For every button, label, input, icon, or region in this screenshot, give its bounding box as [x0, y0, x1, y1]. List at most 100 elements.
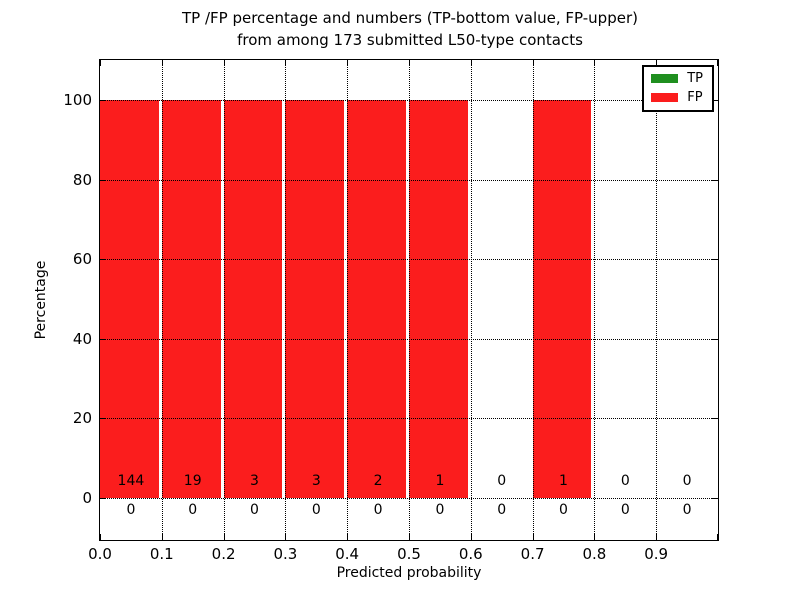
x-tick-mark [409, 534, 410, 540]
fp-bar [409, 100, 468, 498]
fp-count-label: 1 [559, 473, 568, 489]
x-tick-label: 0.7 [520, 545, 545, 563]
x-tick-label: 0.1 [149, 545, 174, 563]
gridline-vertical [594, 60, 596, 540]
fp-count-label: 19 [183, 473, 202, 489]
x-axis-label: Predicted probability [336, 565, 482, 581]
fp-bar [285, 100, 345, 498]
gridline-horizontal [100, 418, 718, 420]
y-tick-mark [100, 498, 106, 499]
fp-bar [161, 100, 221, 498]
y-tick-mark [712, 418, 718, 420]
plot-area: TP FP 144 0 19 0 3 0 3 0 2 0 1 0 0 0 1 0 0 0 0 0 [99, 59, 719, 541]
x-tick-mark [161, 60, 163, 66]
gridline-vertical [223, 60, 225, 540]
gridline-horizontal [100, 338, 718, 340]
fp-count-label: 1 [435, 473, 445, 489]
x-tick-mark [161, 534, 163, 540]
x-tick-label: 0.9 [644, 545, 669, 563]
x-tick-mark [223, 60, 225, 66]
x-tick-mark [409, 60, 410, 66]
legend-item-tp: TP [651, 72, 703, 85]
x-tick-mark [717, 60, 718, 66]
tp-legend-label: TP [687, 71, 703, 86]
gridline-horizontal [100, 100, 718, 101]
y-tick-label: 100 [63, 91, 92, 109]
x-tick-mark [285, 534, 287, 540]
gridline-vertical [347, 60, 349, 540]
tp-count-label: 0 [497, 502, 507, 518]
tp-legend-swatch [651, 74, 679, 83]
x-tick-mark [223, 534, 225, 540]
x-tick-mark [100, 534, 101, 540]
tp-count-label: 0 [559, 502, 568, 518]
y-tick-mark [712, 338, 718, 340]
y-tick-label: 20 [72, 409, 92, 428]
y-tick-mark [100, 259, 106, 261]
fp-count-label: 0 [497, 473, 507, 489]
fp-bar [223, 100, 283, 498]
y-tick-mark [712, 179, 718, 181]
fp-count-label: 3 [250, 473, 259, 489]
x-tick-label: 0.8 [582, 545, 607, 563]
tp-count-label: 0 [311, 502, 321, 518]
x-tick-mark [717, 534, 718, 540]
x-tick-mark [347, 534, 349, 540]
y-axis-label: Percentage [33, 260, 49, 340]
fp-bar [532, 100, 592, 498]
x-tick-mark [470, 60, 472, 66]
gridline-vertical [409, 60, 410, 540]
tp-count-label: 0 [188, 502, 198, 518]
chart-title-line2: from among 173 submitted L50-type contac… [237, 31, 583, 49]
x-tick-label: 0.3 [273, 545, 298, 563]
x-tick-label: 0.0 [88, 545, 112, 563]
y-tick-label: 40 [72, 329, 92, 348]
x-tick-mark [100, 60, 101, 66]
y-tick-mark [712, 259, 718, 261]
y-tick-mark [100, 418, 106, 420]
y-tick-label: 80 [72, 170, 92, 189]
x-tick-label: 0.4 [335, 545, 360, 563]
gridline-vertical [285, 60, 287, 540]
gridline-horizontal [100, 498, 718, 499]
gridline-vertical [656, 60, 658, 540]
fp-bar [347, 100, 406, 498]
y-tick-mark [100, 100, 106, 101]
y-tick-mark [100, 179, 106, 181]
x-tick-mark [594, 60, 596, 66]
fp-bar [100, 100, 159, 498]
y-tick-mark [100, 338, 106, 340]
fp-legend-label: FP [687, 90, 703, 105]
chart-title: TP /FP percentage and numbers (TP-bottom… [90, 7, 730, 51]
gridline-horizontal [100, 259, 718, 261]
gridline-vertical [470, 60, 472, 540]
tp-count-label: 0 [373, 502, 383, 518]
x-tick-mark [656, 60, 658, 66]
chart-title-line1: TP /FP percentage and numbers (TP-bottom… [182, 9, 638, 27]
fp-legend-swatch [651, 93, 679, 102]
y-tick-label: 0 [82, 489, 92, 507]
tp-count-label: 0 [250, 502, 259, 518]
gridline-vertical [161, 60, 163, 540]
x-tick-mark [470, 534, 472, 540]
tp-count-label: 0 [126, 502, 136, 518]
x-tick-mark [347, 60, 349, 66]
tp-count-label: 0 [682, 502, 692, 518]
fp-count-label: 3 [311, 473, 321, 489]
y-tick-mark [712, 498, 718, 499]
gridline-vertical [532, 60, 534, 540]
x-tick-label: 0.6 [458, 545, 483, 563]
gridline-horizontal [100, 179, 718, 181]
legend: TP FP [642, 65, 714, 112]
x-tick-mark [285, 60, 287, 66]
y-tick-mark [712, 100, 718, 101]
tp-count-label: 0 [620, 502, 630, 518]
x-tick-mark [532, 534, 534, 540]
legend-item-fp: FP [651, 91, 703, 104]
x-tick-mark [656, 534, 658, 540]
fp-count-label: 0 [682, 473, 692, 489]
x-tick-label: 0.2 [211, 545, 236, 563]
x-tick-mark [594, 534, 596, 540]
y-tick-label: 60 [72, 250, 92, 269]
